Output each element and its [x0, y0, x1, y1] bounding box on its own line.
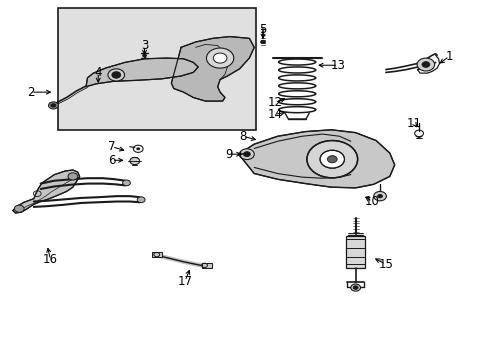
Bar [345, 235, 365, 268]
Polygon shape [238, 130, 394, 188]
Text: 9: 9 [224, 148, 232, 161]
Text: 14: 14 [266, 108, 282, 121]
Circle shape [68, 173, 78, 180]
Circle shape [14, 205, 24, 212]
Circle shape [142, 54, 147, 57]
Circle shape [421, 62, 429, 67]
Polygon shape [13, 170, 80, 213]
Text: 5: 5 [259, 23, 266, 36]
Text: 13: 13 [330, 59, 345, 72]
Circle shape [130, 157, 140, 165]
Bar [202, 263, 211, 268]
Circle shape [306, 140, 357, 178]
Circle shape [50, 103, 56, 108]
Text: 12: 12 [266, 96, 282, 109]
Text: 15: 15 [378, 258, 392, 271]
Text: 1: 1 [445, 50, 452, 63]
Text: 17: 17 [177, 275, 192, 288]
Circle shape [48, 102, 58, 109]
Polygon shape [171, 37, 254, 101]
Bar [152, 252, 161, 257]
Text: 2: 2 [27, 86, 35, 99]
Circle shape [206, 48, 233, 68]
Text: 4: 4 [94, 66, 102, 79]
Circle shape [239, 149, 254, 159]
Text: 7: 7 [108, 140, 115, 153]
Text: 16: 16 [43, 253, 58, 266]
Text: 10: 10 [364, 195, 379, 208]
Circle shape [122, 180, 130, 186]
Circle shape [243, 152, 250, 157]
Text: 3: 3 [141, 39, 148, 52]
Circle shape [416, 58, 434, 71]
Circle shape [213, 53, 226, 63]
Bar [58, 8, 255, 130]
Circle shape [373, 192, 386, 201]
Circle shape [108, 69, 124, 81]
Polygon shape [86, 58, 198, 87]
Circle shape [320, 150, 344, 168]
Circle shape [350, 284, 360, 291]
Circle shape [260, 40, 265, 44]
Circle shape [352, 286, 357, 289]
Circle shape [137, 197, 145, 203]
Text: 11: 11 [406, 117, 421, 130]
Circle shape [112, 72, 121, 78]
Circle shape [136, 147, 140, 150]
Circle shape [327, 156, 336, 163]
Text: 8: 8 [239, 130, 246, 143]
Text: 6: 6 [108, 154, 115, 167]
Circle shape [376, 194, 382, 198]
